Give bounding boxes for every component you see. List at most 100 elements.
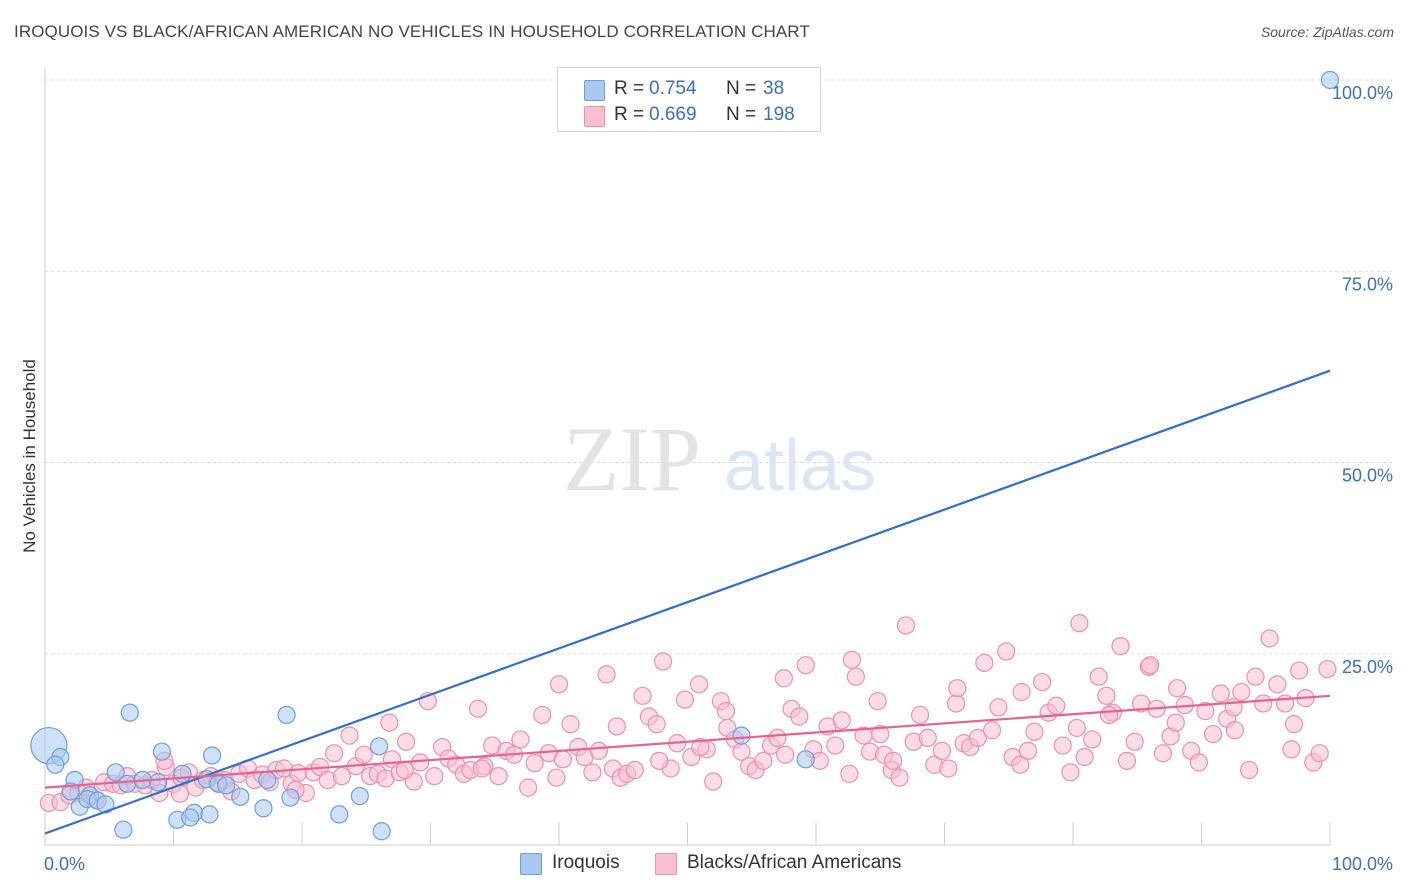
data-point — [840, 764, 859, 783]
chart-title: IROQUOIS VS BLACK/AFRICAN AMERICAN NO VE… — [14, 22, 810, 41]
data-point — [583, 763, 602, 782]
data-point — [258, 770, 277, 790]
data-point — [1282, 740, 1301, 759]
data-point — [200, 805, 219, 824]
data-point — [968, 728, 988, 748]
data-point — [118, 774, 137, 793]
data-point — [277, 705, 296, 725]
trend-lines — [44, 369, 1331, 835]
data-point — [948, 679, 967, 698]
data-point — [1140, 656, 1160, 675]
data-point — [96, 795, 115, 814]
data-point — [846, 667, 865, 686]
watermark: ZIP atlas — [563, 408, 876, 510]
trend-line — [44, 694, 1331, 789]
data-point — [1099, 705, 1119, 725]
data-point — [1097, 686, 1116, 705]
bottom-legend-label: Iroquois — [552, 852, 620, 873]
trend-line — [44, 369, 1331, 835]
data-point — [1225, 721, 1245, 740]
data-point — [1033, 672, 1052, 692]
data-point — [975, 653, 994, 673]
data-point — [61, 782, 80, 801]
data-point — [281, 788, 300, 807]
n-value: 38 — [763, 78, 785, 99]
axes — [44, 68, 1331, 846]
data-point — [411, 753, 430, 772]
data-point — [173, 764, 192, 783]
data-point — [997, 642, 1016, 661]
grid-lines — [45, 79, 1395, 655]
data-point — [354, 745, 373, 764]
x-tick-label: 0.0% — [44, 854, 85, 874]
bottom-legend-swatch-blacks — [655, 853, 677, 875]
r-label: R = — [614, 104, 645, 125]
data-point — [1089, 667, 1108, 686]
data-point — [396, 732, 416, 751]
series-blacks-points — [39, 614, 1337, 813]
series-iroquois-points — [30, 70, 1340, 841]
data-point — [796, 656, 815, 675]
data-point — [1025, 722, 1044, 741]
y-axis-label: No Vehicles in Household — [20, 359, 39, 553]
data-point — [932, 741, 952, 761]
data-point — [1153, 744, 1173, 763]
data-point — [519, 778, 538, 797]
data-point — [472, 759, 491, 778]
data-point — [533, 705, 552, 725]
data-point — [896, 616, 916, 635]
data-point — [380, 713, 399, 732]
data-point — [114, 820, 133, 839]
data-point — [1211, 684, 1230, 703]
data-point — [489, 767, 508, 786]
data-point — [1061, 763, 1080, 782]
data-point — [289, 763, 308, 783]
data-point — [181, 808, 200, 827]
data-point — [633, 686, 652, 705]
data-point — [1125, 732, 1144, 751]
data-point — [597, 665, 616, 684]
tick-labels: 25.0% 50.0% 75.0% 100.0% 0.0% 100.0% — [44, 83, 1393, 874]
data-point — [796, 750, 815, 769]
data-point — [152, 742, 172, 761]
data-point — [217, 776, 236, 795]
y-tick-label: 50.0% — [1342, 466, 1393, 486]
legend-row-blacks: R = 0.669 N = 198 — [558, 102, 820, 132]
data-point — [254, 799, 273, 818]
data-point — [106, 763, 125, 782]
data-point — [1053, 736, 1072, 755]
data-point — [647, 715, 666, 734]
data-point — [1018, 741, 1038, 761]
data-point — [842, 650, 862, 669]
bottom-legend-swatch-iroquois — [520, 853, 542, 875]
data-point — [918, 728, 937, 748]
data-point — [716, 702, 736, 721]
legend-row-iroquois: R = 0.754 N = 38 — [558, 76, 820, 106]
data-point — [625, 760, 644, 780]
data-point — [776, 745, 795, 764]
data-point — [468, 699, 488, 718]
watermark-zip: ZIP — [563, 408, 701, 510]
data-point — [511, 730, 530, 749]
data-point — [1260, 629, 1279, 648]
data-point — [525, 754, 544, 773]
data-point — [691, 737, 710, 757]
watermark-atlas: atlas — [724, 426, 876, 506]
data-point — [202, 746, 222, 765]
data-point — [1011, 755, 1030, 774]
x-tick-label: 100.0% — [1332, 854, 1393, 874]
data-point — [589, 741, 608, 761]
data-point — [1290, 661, 1309, 680]
y-tick-label: 100.0% — [1332, 83, 1393, 103]
data-point — [330, 805, 349, 824]
n-label: N = — [726, 104, 757, 125]
data-point — [1167, 679, 1187, 698]
data-point — [910, 705, 930, 725]
data-point — [547, 768, 566, 787]
data-point — [372, 822, 391, 841]
y-tick-label: 75.0% — [1342, 274, 1393, 294]
data-point — [1067, 718, 1086, 738]
data-point — [148, 773, 168, 792]
data-point — [561, 715, 580, 734]
data-point — [650, 751, 669, 770]
